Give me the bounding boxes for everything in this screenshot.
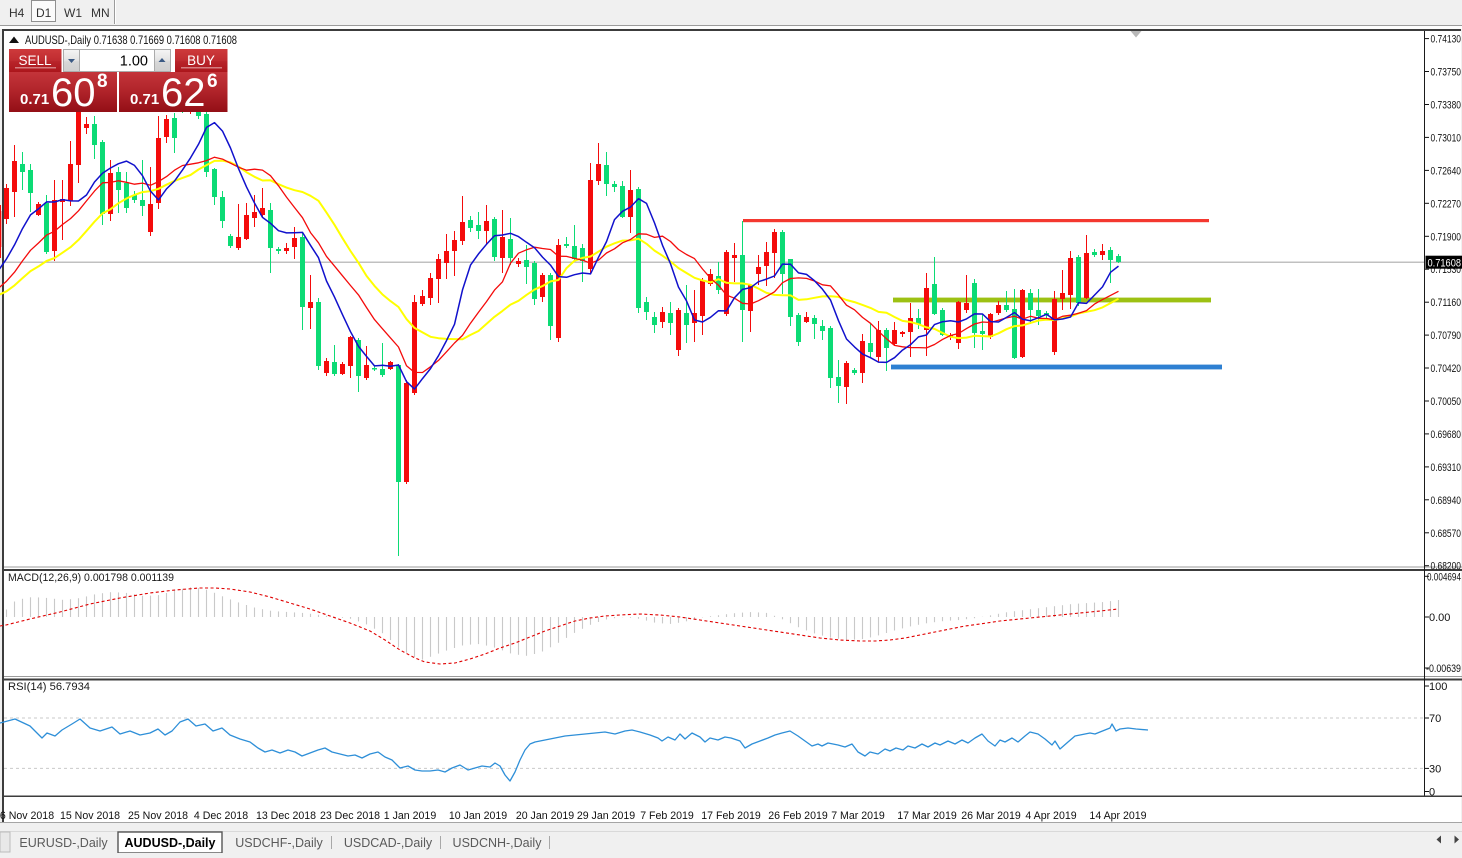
svg-text:0.004694: 0.004694 xyxy=(1427,572,1461,584)
svg-text:0.69680: 0.69680 xyxy=(1431,429,1462,441)
svg-text:4 Dec 2018: 4 Dec 2018 xyxy=(194,810,248,822)
svg-text:0.71160: 0.71160 xyxy=(1431,297,1462,309)
svg-text:29 Jan 2019: 29 Jan 2019 xyxy=(577,810,635,822)
svg-text:EURUSD-,Daily: EURUSD-,Daily xyxy=(19,836,108,850)
svg-text:USDCHF-,Daily: USDCHF-,Daily xyxy=(235,836,323,850)
svg-text:0.72640: 0.72640 xyxy=(1431,165,1462,177)
svg-text:USDCAD-,Daily: USDCAD-,Daily xyxy=(344,836,433,850)
svg-text:60: 60 xyxy=(51,71,96,115)
svg-text:0.71900: 0.71900 xyxy=(1431,231,1462,243)
svg-text:6: 6 xyxy=(207,71,218,92)
svg-text:14 Apr 2019: 14 Apr 2019 xyxy=(1089,810,1146,822)
svg-text:0.73380: 0.73380 xyxy=(1431,100,1462,112)
svg-text:0.71: 0.71 xyxy=(130,91,159,108)
svg-text:0.70420: 0.70420 xyxy=(1431,363,1462,375)
svg-text:26 Mar 2019: 26 Mar 2019 xyxy=(961,810,1021,822)
svg-text:RSI(14) 56.7934: RSI(14) 56.7934 xyxy=(8,681,90,693)
svg-text:17 Mar 2019: 17 Mar 2019 xyxy=(897,810,957,822)
svg-text:0.70790: 0.70790 xyxy=(1431,330,1462,342)
svg-text:0.72270: 0.72270 xyxy=(1431,198,1462,210)
svg-text:USDCNH-,Daily: USDCNH-,Daily xyxy=(453,836,543,850)
svg-text:AUDUSD-,Daily 0.71638 0.71669: AUDUSD-,Daily 0.71638 0.71669 0.71608 0.… xyxy=(25,33,237,47)
svg-text:10 Jan 2019: 10 Jan 2019 xyxy=(449,810,507,822)
svg-text:0.69310: 0.69310 xyxy=(1431,462,1462,474)
svg-text:0.73010: 0.73010 xyxy=(1431,132,1462,144)
svg-text:25 Nov 2018: 25 Nov 2018 xyxy=(128,810,188,822)
svg-text:20 Jan 2019: 20 Jan 2019 xyxy=(516,810,574,822)
svg-text:BUY: BUY xyxy=(187,53,215,68)
svg-text:W1: W1 xyxy=(64,6,82,20)
svg-text:100: 100 xyxy=(1429,681,1447,693)
svg-text:0: 0 xyxy=(1429,787,1435,799)
svg-text:0.73750: 0.73750 xyxy=(1431,67,1462,79)
svg-text:H4: H4 xyxy=(9,6,25,20)
svg-text:26 Feb 2019: 26 Feb 2019 xyxy=(768,810,828,822)
svg-text:0.00: 0.00 xyxy=(1429,612,1450,624)
svg-text:30: 30 xyxy=(1429,763,1441,775)
svg-text:7 Mar 2019: 7 Mar 2019 xyxy=(831,810,885,822)
svg-text:0.68940: 0.68940 xyxy=(1431,495,1462,507)
svg-text:MN: MN xyxy=(91,6,110,20)
svg-text:0.74130: 0.74130 xyxy=(1431,34,1462,46)
svg-text:0.71: 0.71 xyxy=(20,91,49,108)
svg-text:0.70050: 0.70050 xyxy=(1431,396,1462,408)
svg-text:SELL: SELL xyxy=(18,53,52,68)
svg-text:6 Nov 2018: 6 Nov 2018 xyxy=(0,810,54,822)
svg-text:D1: D1 xyxy=(36,6,52,20)
svg-text:62: 62 xyxy=(161,71,206,115)
svg-text:1.00: 1.00 xyxy=(120,54,148,70)
svg-text:0.68570: 0.68570 xyxy=(1431,528,1462,540)
svg-text:AUDUSD-,Daily: AUDUSD-,Daily xyxy=(125,836,216,850)
svg-text:23 Dec 2018: 23 Dec 2018 xyxy=(320,810,380,822)
svg-text:1 Jan 2019: 1 Jan 2019 xyxy=(384,810,437,822)
svg-text:7 Feb 2019: 7 Feb 2019 xyxy=(640,810,694,822)
svg-text:0.71608: 0.71608 xyxy=(1428,257,1462,269)
svg-text:15 Nov 2018: 15 Nov 2018 xyxy=(60,810,120,822)
svg-text:70: 70 xyxy=(1429,713,1441,725)
svg-text:17 Feb 2019: 17 Feb 2019 xyxy=(701,810,761,822)
svg-text:MACD(12,26,9) 0.001798 0.00113: MACD(12,26,9) 0.001798 0.001139 xyxy=(8,572,174,584)
svg-text:13 Dec 2018: 13 Dec 2018 xyxy=(256,810,316,822)
svg-text:4 Apr 2019: 4 Apr 2019 xyxy=(1025,810,1076,822)
svg-text:-0.00639: -0.00639 xyxy=(1426,663,1461,675)
svg-text:8: 8 xyxy=(97,71,108,92)
